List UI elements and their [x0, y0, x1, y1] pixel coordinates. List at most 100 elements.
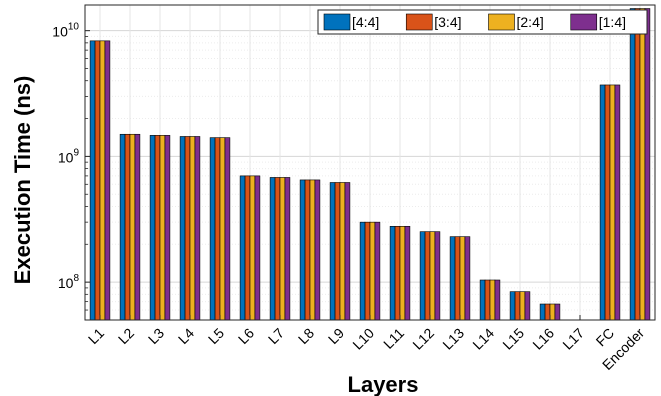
bar — [164, 135, 171, 321]
legend-entry: [2:4] — [517, 14, 544, 30]
x-tick-label: FC — [593, 325, 618, 350]
y-tick-label-base: 10 — [58, 275, 74, 291]
x-tick-label: L16 — [529, 325, 557, 353]
bar — [524, 291, 531, 321]
bar — [359, 221, 366, 321]
bar — [99, 40, 106, 321]
bar — [459, 236, 466, 321]
bar — [284, 177, 291, 321]
y-tick-label: 108 — [58, 273, 80, 291]
x-tick-label: L7 — [265, 325, 287, 347]
bar — [89, 40, 96, 321]
y-tick-label: 109 — [58, 147, 80, 165]
bar — [599, 84, 606, 321]
bar — [464, 236, 471, 321]
y-tick-label-exponent: 10 — [68, 22, 80, 33]
legend-swatch — [570, 13, 598, 31]
bar — [494, 279, 501, 321]
bar — [449, 236, 456, 321]
bar — [489, 279, 496, 321]
bar — [184, 136, 191, 321]
bar — [299, 179, 306, 321]
bar — [249, 175, 256, 321]
y-tick-label-base: 10 — [58, 149, 74, 165]
bar — [279, 177, 286, 321]
x-tick-label: L8 — [295, 325, 317, 347]
y-axis-title: Execution Time (ns) — [10, 76, 35, 285]
bar — [274, 177, 281, 321]
x-tick-label: L10 — [349, 325, 377, 353]
bar — [239, 175, 246, 321]
y-tick-label: 1010 — [52, 22, 79, 40]
bar — [509, 291, 516, 321]
x-tick-label: L6 — [235, 325, 257, 347]
x-tick-label: L1 — [85, 325, 107, 347]
bar — [639, 8, 646, 321]
x-tick-label: L2 — [115, 325, 137, 347]
legend-swatch — [323, 13, 351, 31]
bar — [304, 179, 311, 321]
bar — [314, 179, 321, 321]
bar — [159, 135, 166, 321]
x-tick-label: L9 — [325, 325, 347, 347]
bar — [399, 226, 406, 321]
bar — [119, 133, 126, 321]
x-tick-label: L17 — [559, 325, 587, 353]
bar — [254, 175, 261, 321]
x-tick-label: L3 — [145, 325, 167, 347]
bar — [634, 8, 641, 321]
y-tick-label-exponent: 8 — [73, 273, 79, 284]
x-tick-label: L14 — [469, 325, 497, 353]
bar — [214, 137, 221, 321]
bar — [519, 291, 526, 321]
x-tick-label: L15 — [499, 325, 527, 353]
x-tick-labels: L1 L2 L3 L4 L5 L6 L7 L8 L9 L10 L11 L12 L13 L14 L15 L16 L… — [85, 315, 647, 373]
legend: [4:4] [3:4] [2:4] [1:4] — [317, 9, 648, 35]
bar — [209, 137, 216, 321]
bar — [194, 136, 201, 321]
x-axis-title: Layers — [348, 372, 419, 396]
bars — [89, 8, 651, 321]
bar — [369, 221, 376, 321]
bar — [479, 279, 486, 321]
y-tick-label-exponent: 9 — [73, 147, 79, 158]
bar — [364, 221, 371, 321]
bar — [339, 182, 346, 321]
bar — [394, 226, 401, 321]
bar — [419, 231, 426, 321]
bar — [484, 279, 491, 321]
x-tick-label: L5 — [205, 325, 227, 347]
x-tick-label: L12 — [409, 325, 437, 353]
x-tick-label: L13 — [439, 325, 467, 353]
bar — [644, 8, 651, 321]
legend-swatch — [488, 13, 515, 31]
bar — [614, 84, 621, 321]
bar — [134, 133, 141, 321]
bar — [149, 135, 156, 321]
bar — [539, 303, 546, 321]
bar — [189, 136, 196, 321]
bar — [334, 182, 341, 321]
bar — [549, 303, 556, 321]
bar — [179, 136, 186, 321]
bar — [429, 231, 436, 321]
bar — [154, 135, 161, 321]
bar — [224, 137, 231, 321]
bar — [604, 84, 611, 321]
bar — [629, 8, 636, 321]
bar — [389, 226, 396, 321]
bar — [454, 236, 461, 321]
legend-entry: [4:4] — [352, 14, 379, 30]
bar — [269, 177, 276, 321]
bar — [309, 179, 316, 321]
bar — [344, 182, 351, 321]
bar — [514, 291, 521, 321]
bar — [244, 175, 251, 321]
bar — [104, 40, 111, 321]
legend-entry: [3:4] — [434, 14, 461, 30]
legend-swatch — [405, 13, 433, 31]
y-tick-label-base: 10 — [52, 24, 68, 40]
bar — [129, 133, 136, 321]
bar — [424, 231, 431, 321]
